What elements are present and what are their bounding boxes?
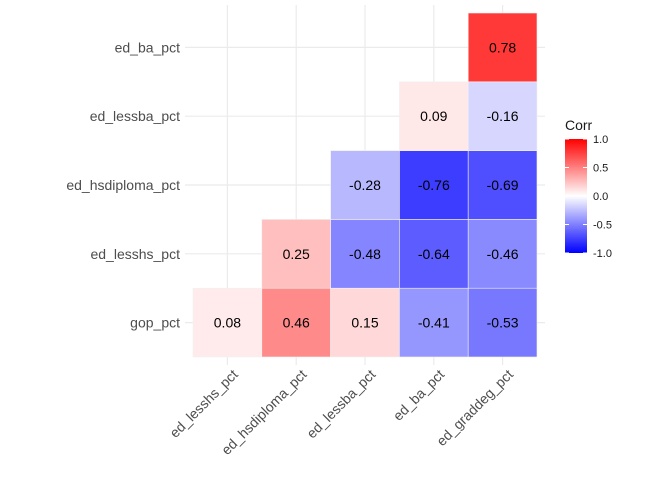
y-tick-label: ed_hsdiploma_pct bbox=[66, 177, 180, 193]
cell-value-label: 0.09 bbox=[420, 108, 447, 124]
legend-tick-label: -0.5 bbox=[593, 220, 612, 232]
cell-value-label: -0.16 bbox=[487, 108, 519, 124]
cell-value-label: 0.46 bbox=[283, 315, 310, 331]
y-tick-label: ed_lesshs_pct bbox=[90, 246, 180, 262]
x-tick-label: ed_lesshs_pct bbox=[166, 366, 241, 441]
heatmap-cell bbox=[261, 219, 331, 289]
heatmap-cell bbox=[467, 12, 538, 83]
y-tick-label: ed_lessba_pct bbox=[90, 108, 180, 124]
cell-value-label: -0.46 bbox=[487, 246, 519, 262]
cell-value-label: 0.15 bbox=[351, 315, 378, 331]
cell-value-label: -0.64 bbox=[418, 246, 450, 262]
cell-value-label: -0.53 bbox=[487, 315, 519, 331]
cell-value-label: 0.25 bbox=[283, 246, 310, 262]
cell-value-labels: 0.08 0.46 0.15 -0.41 -0.53 0.25 -0.48 -0.64 -0.4… bbox=[214, 39, 519, 330]
legend: Corr 1.0 0.5 0.0 -0.5 -1.0 bbox=[565, 117, 612, 260]
x-tick-label: ed_lessba_pct bbox=[303, 366, 378, 441]
legend-tick-label: 0.0 bbox=[593, 191, 608, 203]
legend-tick-label: 1.0 bbox=[593, 134, 608, 146]
heatmap-cell bbox=[467, 219, 538, 289]
heatmap-cell bbox=[467, 287, 538, 358]
legend-title: Corr bbox=[565, 117, 593, 133]
cell-value-label: -0.41 bbox=[418, 315, 450, 331]
cell-value-label: 0.78 bbox=[489, 39, 516, 55]
heatmap-cell bbox=[330, 219, 400, 289]
heatmap-cells bbox=[192, 12, 538, 358]
heatmap-cell bbox=[467, 150, 538, 220]
cell-value-label: -0.48 bbox=[349, 246, 381, 262]
y-tick-label: ed_ba_pct bbox=[115, 39, 181, 55]
cell-value-label: -0.76 bbox=[418, 177, 450, 193]
heatmap-cell bbox=[399, 287, 469, 358]
heatmap-cell bbox=[261, 287, 331, 358]
heatmap-cell bbox=[330, 150, 400, 220]
y-tick-label: gop_pct bbox=[130, 315, 180, 331]
y-axis: gop_pct ed_lesshs_pct ed_hsdiploma_pct ed_l… bbox=[66, 39, 180, 330]
heatmap-cell bbox=[399, 81, 469, 151]
cell-value-label: -0.28 bbox=[349, 177, 381, 193]
legend-ticks: 1.0 0.5 0.0 -0.5 -1.0 bbox=[565, 134, 612, 260]
heatmap-cell bbox=[399, 150, 469, 220]
cell-value-label: -0.69 bbox=[487, 177, 519, 193]
heatmap-cell bbox=[399, 219, 469, 289]
x-axis: ed_lesshs_pcted_hsdiploma_pcted_lessba_p… bbox=[166, 366, 516, 458]
legend-tick-label: 0.5 bbox=[593, 163, 608, 175]
legend-tick-label: -1.0 bbox=[593, 248, 612, 260]
x-tick-label: ed_ba_pct bbox=[390, 366, 448, 424]
legend-colorbar bbox=[565, 139, 587, 253]
cell-value-label: 0.08 bbox=[214, 315, 241, 331]
heatmap-cell bbox=[330, 287, 400, 358]
